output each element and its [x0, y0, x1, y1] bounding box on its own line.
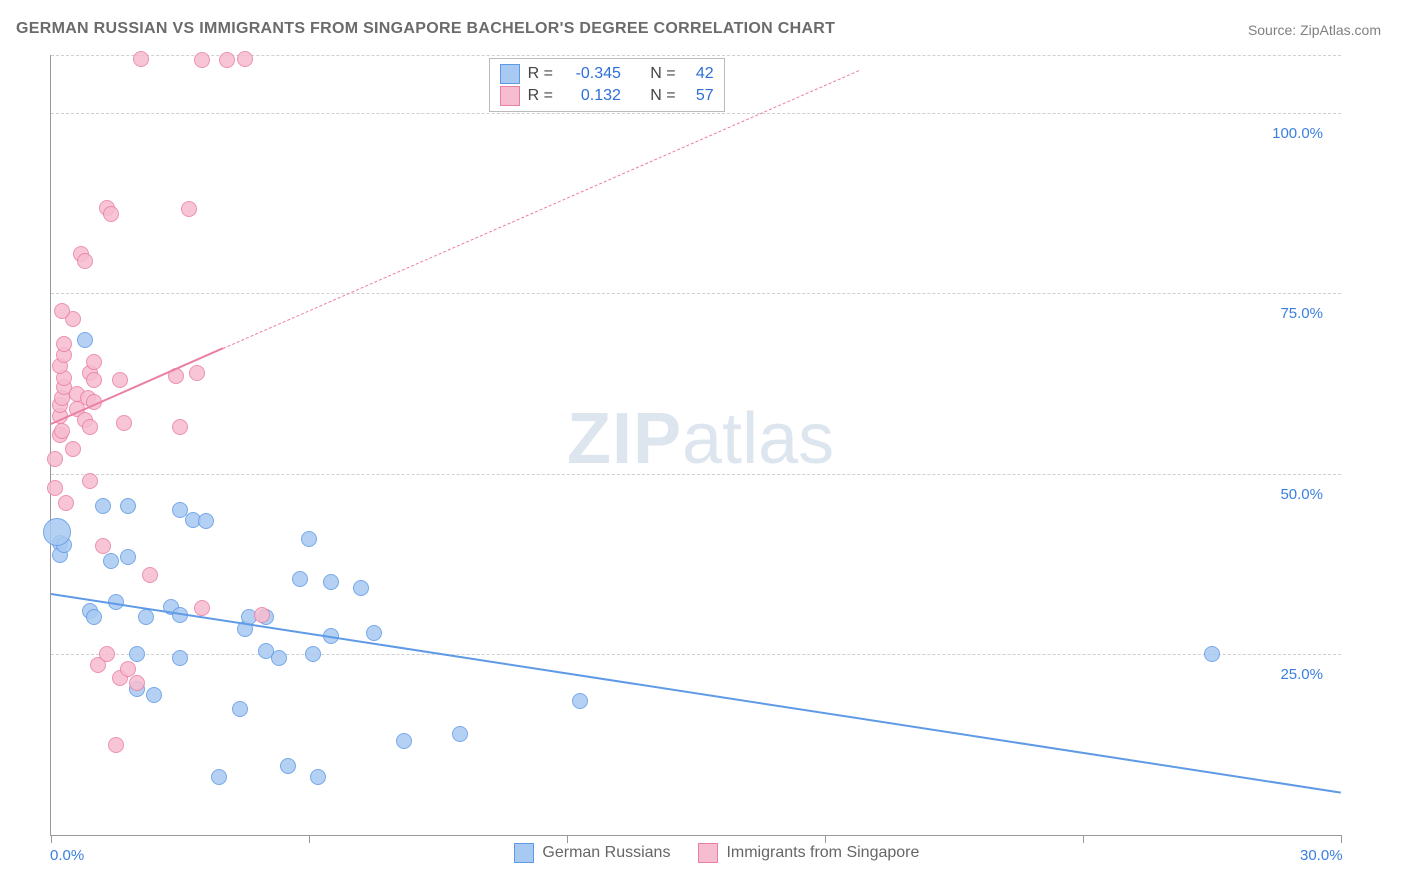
- data-point: [95, 498, 111, 514]
- data-point: [99, 646, 115, 662]
- correlation-legend: R = -0.345 N = 42R = 0.132 N = 57: [489, 58, 725, 112]
- x-tick: [51, 835, 52, 843]
- legend-label: German Russians: [542, 844, 670, 862]
- x-tick: [567, 835, 568, 843]
- scatter-plot-area: ZIPatlas 25.0% 50.0% 75.0% 100.0%: [50, 55, 1341, 836]
- gridline: [51, 654, 1341, 655]
- y-tick-label: 100.0%: [1272, 125, 1323, 142]
- data-point: [108, 737, 124, 753]
- data-point: [133, 51, 149, 67]
- data-point: [194, 52, 210, 68]
- data-point: [54, 423, 70, 439]
- data-point: [82, 419, 98, 435]
- data-point: [120, 498, 136, 514]
- data-point: [301, 531, 317, 547]
- data-point: [292, 571, 308, 587]
- data-point: [353, 580, 369, 596]
- gridline: [51, 293, 1341, 294]
- data-point: [77, 253, 93, 269]
- legend-swatch: [500, 64, 520, 84]
- data-point: [58, 495, 74, 511]
- r-value: 0.132: [561, 85, 621, 107]
- series-legend: German Russians Immigrants from Singapore: [514, 843, 919, 863]
- data-point: [129, 646, 145, 662]
- data-point: [43, 518, 71, 546]
- legend-label: Immigrants from Singapore: [726, 844, 919, 862]
- x-tick-label: 30.0%: [1300, 847, 1343, 864]
- data-point: [211, 769, 227, 785]
- legend-swatch: [500, 86, 520, 106]
- data-point: [396, 733, 412, 749]
- data-point: [56, 336, 72, 352]
- r-label: R =: [528, 63, 553, 85]
- data-point: [323, 574, 339, 590]
- gridline: [51, 113, 1341, 114]
- x-tick: [1083, 835, 1084, 843]
- data-point: [198, 513, 214, 529]
- legend-row: R = -0.345 N = 42: [500, 63, 714, 85]
- data-point: [232, 701, 248, 717]
- data-point: [172, 419, 188, 435]
- data-point: [452, 726, 468, 742]
- x-tick-label: 0.0%: [50, 847, 84, 864]
- y-tick-label: 75.0%: [1280, 305, 1323, 322]
- data-point: [219, 52, 235, 68]
- data-point: [142, 567, 158, 583]
- source-label: Source:: [1248, 22, 1300, 38]
- data-point: [572, 693, 588, 709]
- watermark: ZIPatlas: [567, 398, 834, 480]
- x-tick: [1341, 835, 1342, 843]
- data-point: [103, 206, 119, 222]
- data-point: [138, 609, 154, 625]
- source-attribution: Source: ZipAtlas.com: [1248, 22, 1381, 38]
- x-tick: [309, 835, 310, 843]
- legend-swatch: [698, 843, 718, 863]
- data-point: [120, 549, 136, 565]
- data-point: [172, 650, 188, 666]
- data-point: [47, 451, 63, 467]
- data-point: [47, 480, 63, 496]
- data-point: [366, 625, 382, 641]
- source-link[interactable]: ZipAtlas.com: [1300, 22, 1381, 38]
- data-point: [65, 441, 81, 457]
- legend-swatch: [514, 843, 534, 863]
- data-point: [280, 758, 296, 774]
- trend-line: [51, 593, 1341, 794]
- data-point: [305, 646, 321, 662]
- data-point: [271, 650, 287, 666]
- data-point: [1204, 646, 1220, 662]
- gridline: [51, 474, 1341, 475]
- r-label: R =: [528, 85, 553, 107]
- n-value: 57: [684, 85, 714, 107]
- n-label: N =: [650, 63, 675, 85]
- x-tick: [825, 835, 826, 843]
- data-point: [116, 415, 132, 431]
- watermark-atlas: atlas: [682, 399, 834, 479]
- data-point: [86, 609, 102, 625]
- chart-title: GERMAN RUSSIAN VS IMMIGRANTS FROM SINGAP…: [16, 20, 835, 38]
- data-point: [77, 332, 93, 348]
- n-value: 42: [684, 63, 714, 85]
- data-point: [310, 769, 326, 785]
- y-tick-label: 50.0%: [1280, 486, 1323, 503]
- legend-row: R = 0.132 N = 57: [500, 85, 714, 107]
- data-point: [146, 687, 162, 703]
- data-point: [189, 365, 205, 381]
- watermark-zip: ZIP: [567, 399, 682, 479]
- data-point: [82, 473, 98, 489]
- data-point: [86, 354, 102, 370]
- legend-item: German Russians: [514, 843, 670, 863]
- data-point: [181, 201, 197, 217]
- data-point: [95, 538, 111, 554]
- data-point: [254, 607, 270, 623]
- r-value: -0.345: [561, 63, 621, 85]
- data-point: [112, 372, 128, 388]
- data-point: [103, 553, 119, 569]
- data-point: [86, 372, 102, 388]
- data-point: [194, 600, 210, 616]
- data-point: [237, 51, 253, 67]
- y-tick-label: 25.0%: [1280, 666, 1323, 683]
- n-label: N =: [650, 85, 675, 107]
- legend-item: Immigrants from Singapore: [698, 843, 919, 863]
